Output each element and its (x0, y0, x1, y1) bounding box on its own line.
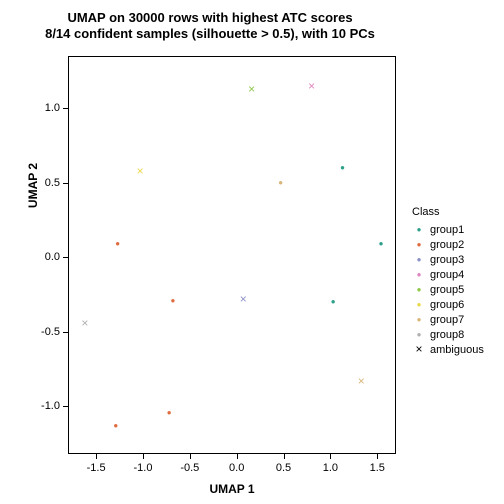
circle-icon: ● (412, 314, 426, 325)
plot-area (68, 56, 396, 454)
legend-label: group8 (430, 329, 464, 341)
title-line1: UMAP on 30000 rows with highest ATC scor… (67, 10, 352, 25)
legend-label: group7 (430, 314, 464, 326)
x-tick-mark (237, 454, 238, 459)
circle-icon: ● (412, 284, 426, 295)
y-tick-mark (63, 183, 68, 184)
y-axis-label: UMAP 2 (26, 86, 40, 285)
y-tick-label: -1.0 (41, 400, 60, 412)
x-tick-mark (377, 454, 378, 459)
pt-group2-b: ● (171, 291, 176, 307)
pt-group1-b: ● (379, 234, 384, 250)
circle-icon: ● (412, 224, 426, 235)
pt-group6-amb: × (137, 163, 144, 179)
circle-icon: ● (412, 329, 426, 340)
circle-icon: ● (412, 254, 426, 265)
y-tick-label: 0.5 (45, 177, 60, 189)
legend-item: ● group8 (412, 327, 484, 342)
y-tick-label: -0.5 (41, 326, 60, 338)
pt-group2-a: ● (115, 234, 120, 250)
y-tick-mark (63, 332, 68, 333)
legend-label: group1 (430, 224, 464, 236)
pt-group7-a: ● (278, 173, 283, 189)
cross-icon: × (412, 343, 426, 356)
x-tick-label: 0.0 (229, 462, 244, 474)
legend-item: ● group7 (412, 312, 484, 327)
x-axis-label: UMAP 1 (68, 482, 396, 496)
pt-group2-d: ● (113, 416, 118, 432)
legend-label: group5 (430, 284, 464, 296)
circle-icon: ● (412, 239, 426, 250)
pt-group2-c: ● (167, 403, 172, 419)
chart-title: UMAP on 30000 rows with highest ATC scor… (0, 10, 420, 43)
x-tick-label: 0.5 (276, 462, 291, 474)
legend-label: group4 (430, 269, 464, 281)
pt-group1-c: ● (331, 292, 336, 308)
x-tick-mark (284, 454, 285, 459)
title-line2: 8/14 confident samples (silhouette > 0.5… (45, 26, 375, 41)
pt-group5-amb: × (248, 81, 255, 97)
x-tick-label: 1.0 (323, 462, 338, 474)
y-tick-mark (63, 108, 68, 109)
legend-label: group3 (430, 254, 464, 266)
legend-item: ● group5 (412, 282, 484, 297)
pt-group1-a: ● (340, 158, 345, 174)
x-tick-mark (190, 454, 191, 459)
chart-container: UMAP on 30000 rows with highest ATC scor… (0, 0, 504, 504)
y-tick-mark (63, 257, 68, 258)
y-tick-label: 0.0 (45, 251, 60, 263)
x-tick-mark (143, 454, 144, 459)
pt-group8-amb: × (81, 315, 88, 331)
x-tick-mark (330, 454, 331, 459)
legend-item: ● group4 (412, 267, 484, 282)
circle-icon: ● (412, 299, 426, 310)
legend-item: × ambiguous (412, 342, 484, 357)
y-tick-mark (63, 406, 68, 407)
pt-group3-amb: × (240, 291, 247, 307)
legend-title: Class (412, 206, 484, 218)
y-tick-label: 1.0 (45, 102, 60, 114)
legend-item: ● group6 (412, 297, 484, 312)
circle-icon: ● (412, 269, 426, 280)
legend-item: ● group3 (412, 252, 484, 267)
x-tick-label: -1.0 (133, 462, 152, 474)
x-tick-mark (96, 454, 97, 459)
legend: Class ● group1 ● group2 ● group3 ● group4 ● group… (412, 206, 484, 357)
x-tick-label: -1.5 (87, 462, 106, 474)
legend-label: group2 (430, 239, 464, 251)
legend-item: ● group2 (412, 237, 484, 252)
pt-group4-amb: × (308, 78, 315, 94)
legend-label: group6 (430, 299, 464, 311)
x-tick-label: 1.5 (370, 462, 385, 474)
legend-item: ● group1 (412, 222, 484, 237)
legend-label: ambiguous (430, 344, 484, 356)
pt-group7-amb: × (358, 373, 365, 389)
x-tick-label: -0.5 (180, 462, 199, 474)
